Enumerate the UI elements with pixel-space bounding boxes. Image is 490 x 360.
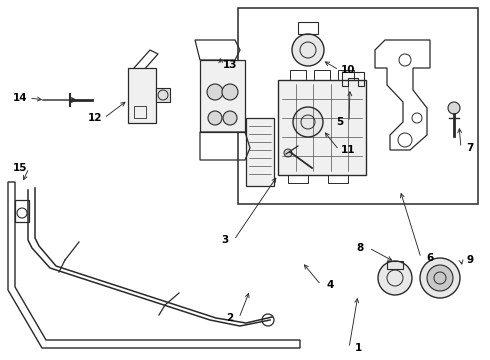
Circle shape <box>292 34 324 66</box>
Text: 2: 2 <box>226 313 234 323</box>
Bar <box>290 70 306 80</box>
Text: 8: 8 <box>356 243 364 253</box>
Text: 15: 15 <box>13 163 27 173</box>
Text: 13: 13 <box>223 60 237 70</box>
Bar <box>156 88 170 102</box>
Circle shape <box>420 258 460 298</box>
Text: 14: 14 <box>13 93 27 103</box>
Circle shape <box>208 111 222 125</box>
Bar <box>278 80 366 175</box>
Text: 5: 5 <box>336 117 343 127</box>
Circle shape <box>378 261 412 295</box>
Bar <box>328 175 348 183</box>
Text: 6: 6 <box>426 253 434 263</box>
Circle shape <box>222 84 238 100</box>
Circle shape <box>284 149 292 157</box>
Text: 10: 10 <box>341 65 355 75</box>
Circle shape <box>223 111 237 125</box>
Bar <box>338 70 354 80</box>
Bar <box>387 261 403 269</box>
Bar <box>128 68 156 123</box>
Text: 3: 3 <box>221 235 229 245</box>
Bar <box>134 106 146 118</box>
Bar <box>288 175 308 183</box>
Circle shape <box>427 265 453 291</box>
Text: 11: 11 <box>341 145 355 155</box>
Circle shape <box>207 84 223 100</box>
Bar <box>200 60 245 132</box>
Bar <box>15 200 29 222</box>
Bar <box>314 70 330 80</box>
Bar <box>246 118 274 186</box>
Text: 4: 4 <box>326 280 334 290</box>
Text: 7: 7 <box>466 143 474 153</box>
Text: 9: 9 <box>466 255 473 265</box>
Text: 1: 1 <box>354 343 362 353</box>
Text: 12: 12 <box>88 113 102 123</box>
Bar <box>238 8 478 204</box>
Circle shape <box>448 102 460 114</box>
Circle shape <box>293 107 323 137</box>
